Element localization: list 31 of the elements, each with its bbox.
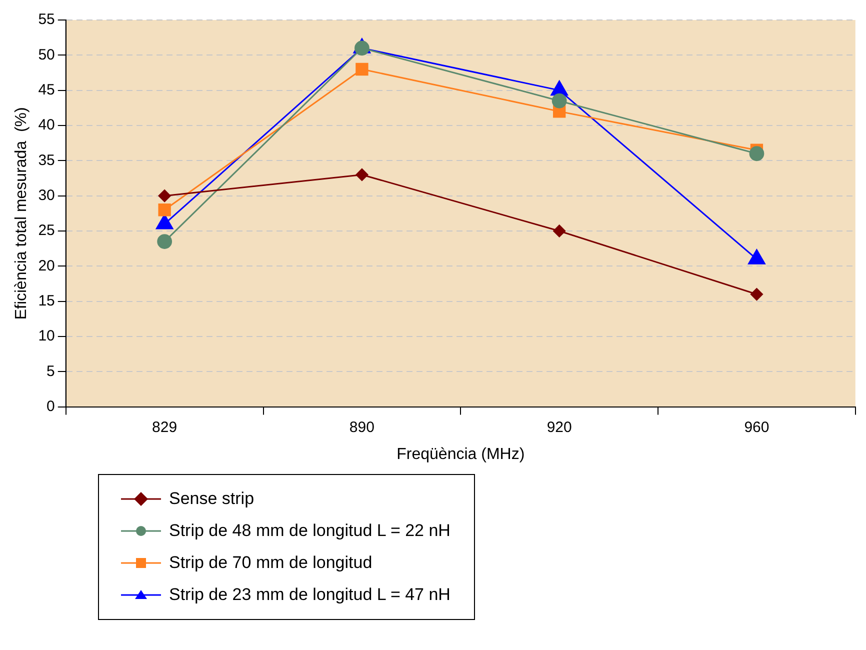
y-tick-label: 20 <box>38 257 55 274</box>
point <box>356 168 368 181</box>
point <box>553 224 566 238</box>
y-tick-label: 15 <box>38 292 55 310</box>
y-tick-label: 25 <box>38 222 55 240</box>
y-tick-label: 0 <box>46 398 55 415</box>
x-tick-label: 920 <box>546 418 572 436</box>
point <box>157 234 172 249</box>
x-tick-label: 829 <box>152 418 178 436</box>
y-axis-title: Eficiència total mesurada (%) <box>13 107 30 320</box>
point <box>158 204 171 216</box>
y-tick-label: 45 <box>38 81 55 98</box>
y-tick-label: 55 <box>38 11 55 28</box>
point <box>158 190 171 202</box>
legend-label: Strip de 48 mm de longitud L = 22 nH <box>169 521 450 541</box>
y-tick-label: 35 <box>38 152 55 169</box>
point <box>356 62 368 76</box>
y-tick-label: 50 <box>38 46 55 64</box>
point <box>750 288 763 301</box>
point <box>749 146 764 162</box>
y-tick-label: 10 <box>38 328 55 345</box>
x-tick-label: 890 <box>349 418 374 436</box>
legend-label: Strip de 70 mm de longitud <box>169 553 372 573</box>
y-tick-label: 40 <box>38 116 55 134</box>
x-axis-title: Freqüència (MHz) <box>396 446 525 463</box>
y-tick-label: 30 <box>38 186 55 204</box>
y-tick-label: 5 <box>46 362 55 380</box>
legend-label: Sense strip <box>169 489 254 509</box>
point <box>552 93 567 108</box>
x-tick-label: 960 <box>744 418 770 436</box>
legend-label: Strip de 23 mm de longitud L = 47 nH <box>169 585 450 605</box>
